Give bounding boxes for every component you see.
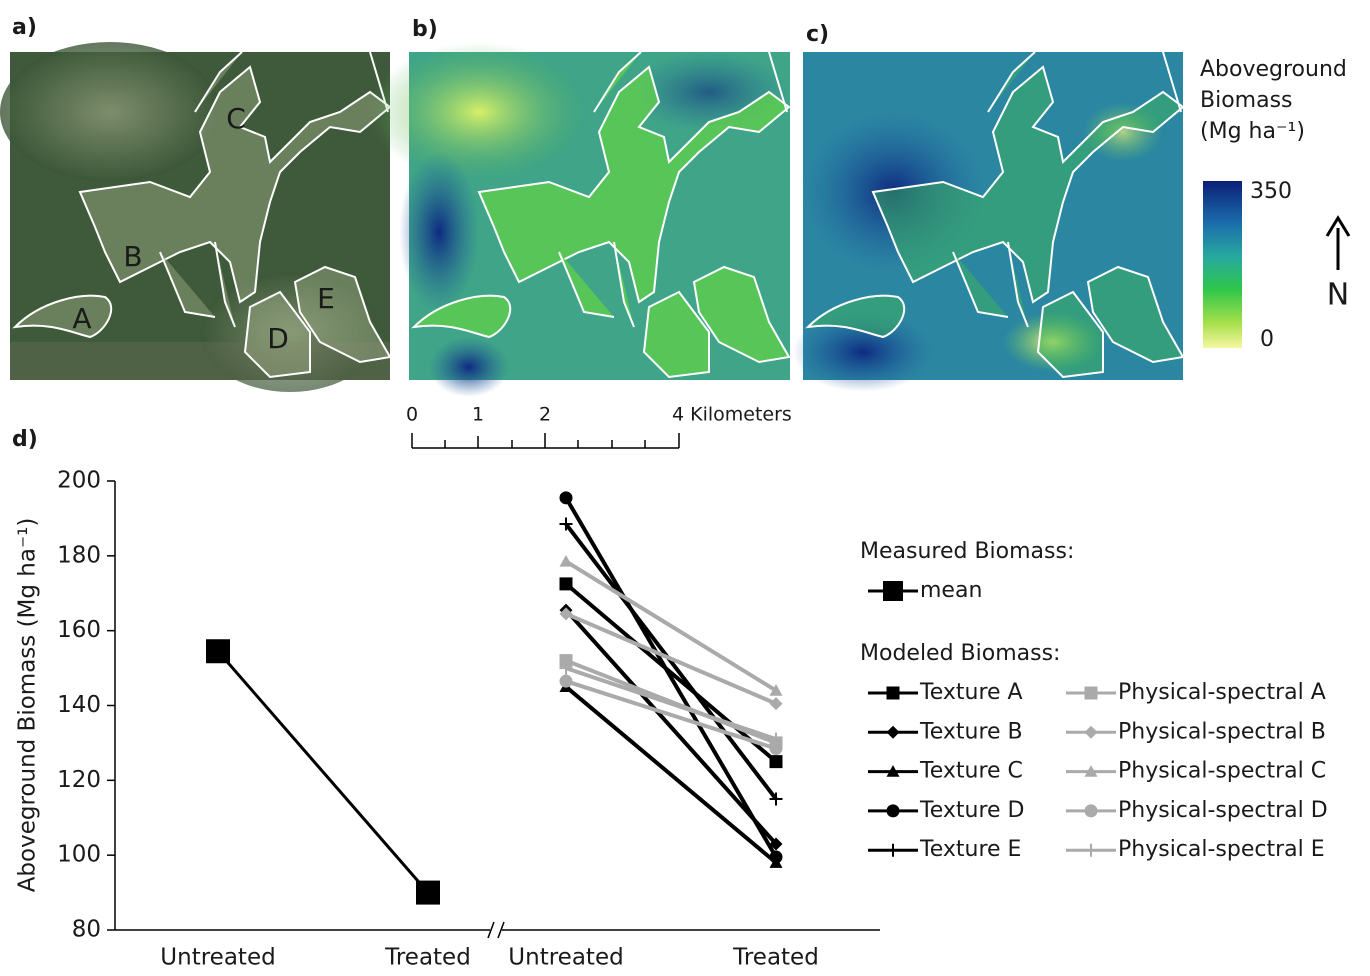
marker bbox=[770, 697, 783, 710]
marker bbox=[560, 555, 573, 567]
scale-label: 2 bbox=[539, 404, 551, 426]
marker bbox=[1085, 726, 1098, 739]
x-tick-label: Untreated bbox=[508, 945, 623, 971]
x-tick-label: Treated bbox=[732, 945, 819, 971]
figure: a) b) c) d) A B C D E Aboveground Biomas… bbox=[0, 0, 1370, 972]
colorbar-title-line: (Mg ha⁻¹) bbox=[1200, 119, 1305, 144]
marker bbox=[1085, 804, 1098, 817]
legend-label: Physical-spectral B bbox=[1118, 719, 1326, 744]
map-label: D bbox=[267, 322, 289, 355]
panel-label: c) bbox=[806, 22, 829, 47]
legend-label: Texture E bbox=[919, 837, 1021, 862]
y-axis-label: Aboveground Biomass (Mg ha⁻¹) bbox=[15, 518, 41, 893]
legend-label: Physical-spectral A bbox=[1118, 680, 1326, 705]
marker bbox=[887, 687, 900, 700]
map-label: E bbox=[317, 282, 335, 315]
panel-label: a) bbox=[12, 15, 37, 40]
scale-label: 0 bbox=[406, 404, 418, 426]
marker bbox=[1085, 687, 1098, 700]
marker bbox=[883, 581, 903, 601]
map-label: A bbox=[72, 302, 91, 335]
x-tick-label: Untreated bbox=[160, 945, 275, 971]
legend-label: Texture C bbox=[919, 759, 1023, 784]
legend-label: Physical-spectral D bbox=[1118, 798, 1328, 823]
map-a bbox=[0, 42, 390, 392]
legend-label: Texture D bbox=[919, 798, 1024, 823]
marker bbox=[770, 755, 783, 768]
scale-label: 1 bbox=[472, 404, 484, 426]
y-tick-label: 200 bbox=[57, 468, 101, 494]
marker bbox=[1085, 844, 1098, 857]
panel-label: b) bbox=[412, 17, 438, 42]
legend-label: Physical-spectral E bbox=[1118, 837, 1325, 862]
series-line bbox=[566, 524, 776, 799]
colorbar-title-line: Aboveground bbox=[1200, 57, 1347, 82]
axis-break bbox=[488, 922, 504, 938]
map-c bbox=[793, 52, 1183, 392]
panel-label: d) bbox=[12, 427, 38, 452]
marker bbox=[887, 726, 900, 739]
y-tick-label: 180 bbox=[57, 542, 101, 568]
north-arrow: N bbox=[1327, 218, 1349, 313]
colorbar-title-line: Biomass bbox=[1200, 88, 1293, 113]
marker bbox=[560, 577, 573, 590]
map-label: C bbox=[226, 102, 246, 135]
scale-bar: 0 1 2 4 Kilometers bbox=[406, 404, 792, 449]
marker bbox=[206, 639, 230, 663]
x-tick-label: Treated bbox=[384, 945, 471, 971]
colorbar bbox=[1203, 181, 1242, 348]
legend-label: mean bbox=[920, 578, 982, 603]
map-b bbox=[369, 42, 790, 397]
scale-label: 4 Kilometers bbox=[672, 404, 792, 426]
legend-title: Modeled Biomass: bbox=[860, 641, 1060, 666]
colorbar-max: 350 bbox=[1250, 179, 1292, 204]
series-line bbox=[218, 651, 428, 892]
y-tick-label: 100 bbox=[57, 842, 101, 868]
marker bbox=[416, 881, 440, 905]
north-label: N bbox=[1327, 278, 1349, 313]
legend-label: Texture B bbox=[919, 719, 1023, 744]
marker bbox=[560, 491, 573, 504]
marker bbox=[887, 804, 900, 817]
colorbar-min: 0 bbox=[1260, 327, 1274, 352]
legend-title: Measured Biomass: bbox=[860, 539, 1074, 564]
marker bbox=[887, 844, 900, 857]
y-tick-label: 160 bbox=[57, 617, 101, 643]
y-tick-label: 120 bbox=[57, 767, 101, 793]
marker bbox=[770, 851, 783, 864]
colorbar-title: Aboveground Biomass (Mg ha⁻¹) bbox=[1200, 57, 1347, 144]
legend-label: Physical-spectral C bbox=[1118, 759, 1326, 784]
y-tick-label: 80 bbox=[72, 917, 101, 943]
marker bbox=[560, 675, 573, 688]
legend-label: Texture A bbox=[919, 680, 1023, 705]
y-tick-label: 140 bbox=[57, 692, 101, 718]
map-label: B bbox=[123, 240, 142, 273]
